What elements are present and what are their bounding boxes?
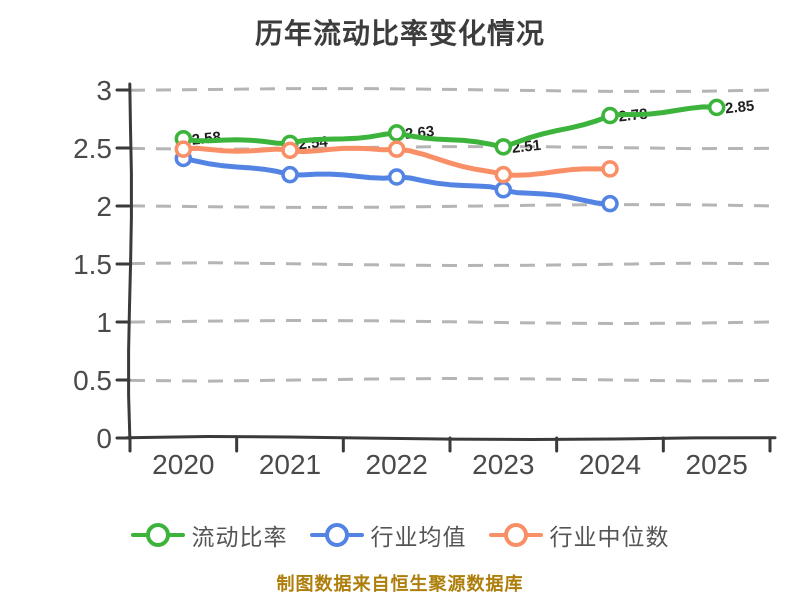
legend-label: 流动比率 [191,524,288,550]
legend-circle [503,523,528,547]
gridlines [129,87,771,383]
y-tick-label: 1 [96,307,112,338]
data-point-marker [601,160,619,178]
chart-title: 历年流动比率变化情况 [254,18,545,49]
x-tick-label: 2020 [152,449,214,480]
y-tick-label: 3 [96,75,112,106]
data-point-marker [281,141,299,160]
x-tick-label: 2021 [259,449,321,480]
x-tick-label: 2025 [686,449,748,480]
legend-circle [324,523,349,547]
x-tick-label: 2023 [472,449,534,480]
point-label: 2.85 [724,97,755,117]
axes [115,82,777,453]
data-point-marker [494,138,513,156]
data-point-marker [387,124,406,142]
data-point-marker [494,181,513,199]
data-point-marker [601,106,619,125]
legend-item-2: 行业中位数 [488,518,670,552]
legend-label: 行业均值 [370,524,467,550]
data-point-marker [601,194,619,213]
legend: 流动比率 行业均值 行业中位数 [0,518,800,552]
data-point-marker [494,165,513,184]
data-point-marker [174,140,193,158]
plot-area: 2.58 2.542.632.512.78 2.85 0 0.5 1 1.5 2 2.5 3 202… [73,75,777,480]
y-tick-label: 2 [96,191,112,222]
data-point-marker [387,168,406,186]
x-tick-label: 2022 [366,449,428,480]
gridline [129,203,771,209]
legend-marker-icon [130,523,185,547]
legend-item-0: 流动比率 [130,518,288,552]
legend-marker-icon [309,523,364,547]
y-axis-line [127,82,133,442]
y-tick-label: 0.5 [73,365,112,396]
y-tick-label: 0 [96,423,112,454]
y-tick-label: 1.5 [73,249,112,280]
legend-item-1: 行业均值 [309,518,467,552]
data-point-marker [281,165,299,184]
gridline [129,87,771,93]
legend-circle [145,523,170,547]
legend-label: 行业中位数 [549,524,670,550]
gridline [129,261,771,268]
data-point-marker [707,98,726,117]
gridline [129,376,771,383]
data-point-marker [387,140,406,158]
x-tick-label: 2024 [579,449,641,480]
data-source-note: 制图数据来自恒生聚源数据库 [276,574,524,594]
y-tick-label: 2.5 [73,133,112,164]
gridline [129,318,771,326]
legend-marker-icon [488,523,543,547]
point-labels: 2.58 2.542.632.512.78 2.85 [191,97,755,156]
series-line-0 [180,104,720,150]
